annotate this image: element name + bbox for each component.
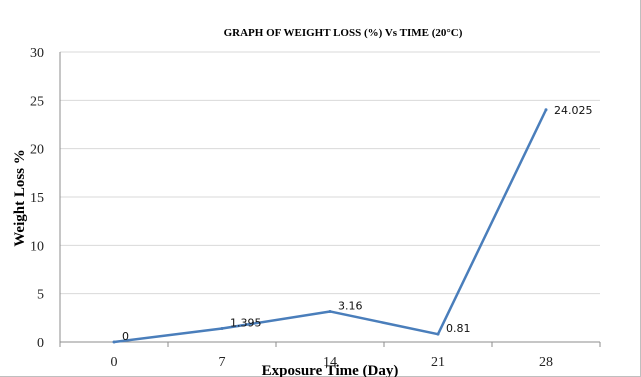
data-label: 3.16 [338, 299, 363, 312]
x-tick-label: 14 [323, 355, 337, 370]
x-tick-label: 28 [539, 355, 553, 370]
data-label: 0.81 [446, 322, 471, 335]
x-tick-label: 21 [431, 355, 445, 370]
y-tick-label: 30 [30, 46, 44, 61]
y-tick-labels: 0 5 10 15 20 25 30 [30, 46, 44, 351]
series-line [113, 109, 548, 344]
x-tick-labels: 0 7 14 21 28 [111, 355, 554, 370]
x-axis-title: Exposure Time (Day) [262, 363, 399, 377]
data-point [544, 108, 548, 112]
chart-title: GRAPH OF WEIGHT LOSS (%) Vs TIME (20°C) [224, 27, 463, 39]
data-point [112, 340, 116, 344]
y-tick-label: 10 [30, 239, 44, 254]
y-tick-label: 25 [30, 94, 44, 109]
data-point [220, 327, 224, 331]
data-labels: 0 1.395 3.16 0.81 24.025 [122, 104, 593, 343]
gridlines [60, 51, 600, 295]
axes [59, 52, 601, 347]
series-layer [112, 108, 548, 344]
data-point [328, 309, 332, 313]
y-tick-label: 20 [30, 143, 44, 158]
data-label: 1.395 [230, 317, 262, 330]
x-tick-label: 0 [111, 355, 118, 370]
y-tick-label: 0 [37, 336, 44, 351]
data-label: 0 [122, 330, 129, 343]
y-axis-title: Weight Loss % [12, 149, 28, 247]
data-label: 24.025 [554, 104, 593, 117]
x-tick-label: 7 [219, 355, 226, 370]
y-tick-label: 15 [30, 191, 44, 206]
y-tick-label: 5 [37, 288, 44, 303]
data-point [436, 332, 440, 336]
